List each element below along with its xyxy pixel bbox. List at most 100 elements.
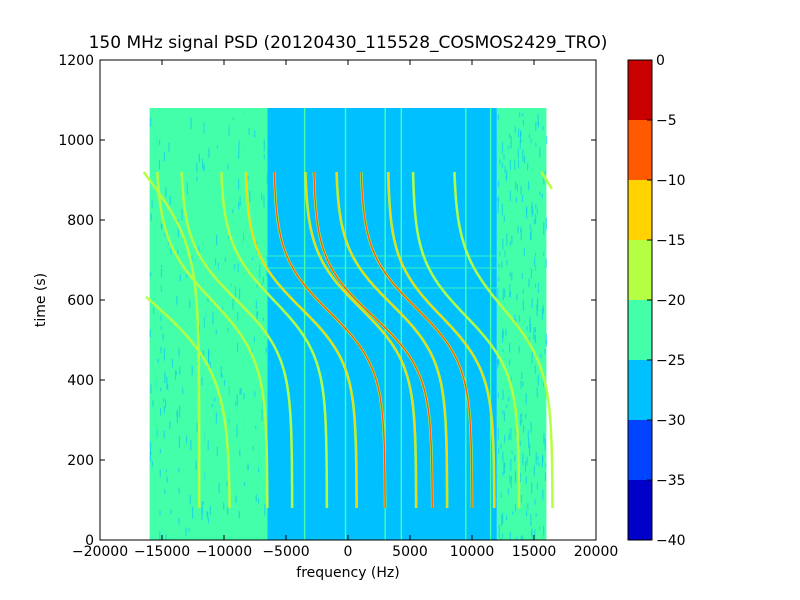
noise-speckle: [185, 435, 188, 444]
noise-speckle: [519, 440, 521, 446]
noise-speckle: [501, 162, 504, 168]
noise-speckle: [506, 170, 508, 179]
noise-speckle: [523, 247, 525, 257]
noise-speckle: [243, 392, 245, 400]
noise-speckle: [215, 329, 217, 335]
noise-speckle: [160, 326, 162, 330]
noise-speckle: [529, 316, 531, 322]
noise-speckle: [511, 272, 513, 281]
noise-speckle: [261, 408, 263, 421]
chart-title: 150 MHz signal PSD (20120430_115528_COSM…: [89, 33, 608, 53]
noise-speckle: [522, 149, 524, 162]
noise-speckle: [545, 135, 548, 144]
noise-speckle: [168, 142, 170, 152]
noise-speckle: [217, 262, 220, 271]
noise-speckle: [237, 312, 239, 321]
noise-speckle: [208, 148, 210, 159]
noise-speckle: [526, 510, 528, 517]
noise-speckle: [515, 196, 518, 203]
noise-speckle: [261, 282, 263, 288]
noise-speckle: [223, 502, 225, 510]
noise-speckle: [255, 425, 257, 429]
y-tick-label: 400: [67, 373, 94, 389]
noise-speckle: [543, 252, 545, 256]
noise-speckle: [251, 349, 253, 354]
noise-speckle: [505, 328, 507, 336]
x-tick-label: 5000: [392, 544, 428, 560]
colorbar-tick-label: −25: [656, 353, 686, 369]
noise-speckle: [500, 492, 502, 498]
noise-speckle: [542, 126, 544, 131]
noise-speckle: [534, 326, 537, 333]
noise-speckle: [526, 456, 528, 466]
noise-speckle: [191, 255, 193, 265]
noise-speckle: [255, 300, 257, 309]
noise-speckle: [536, 387, 538, 397]
noise-speckle: [266, 265, 268, 277]
noise-speckle: [198, 153, 200, 163]
noise-speckle: [522, 119, 524, 126]
edge-region: [496, 108, 547, 540]
noise-speckle: [529, 231, 532, 240]
noise-speckle: [203, 166, 206, 171]
noise-speckle: [177, 249, 179, 255]
noise-speckle: [208, 348, 210, 358]
noise-speckle: [176, 295, 178, 305]
noise-speckle: [503, 461, 505, 473]
noise-speckle: [500, 444, 502, 449]
noise-speckle: [537, 374, 539, 386]
noise-speckle: [161, 223, 163, 230]
noise-speckle: [507, 146, 510, 150]
noise-speckle: [263, 139, 265, 152]
noise-speckle: [503, 154, 505, 160]
noise-speckle: [525, 475, 527, 484]
noise-speckle: [519, 112, 521, 117]
noise-speckle: [516, 184, 519, 192]
noise-speckle: [218, 483, 220, 494]
noise-speckle: [502, 512, 504, 524]
noise-speckle: [201, 158, 204, 170]
noise-speckle: [531, 206, 534, 217]
noise-speckle: [265, 347, 267, 353]
noise-speckle: [536, 483, 538, 490]
noise-speckle: [510, 135, 512, 149]
noise-speckle: [507, 396, 510, 402]
noise-speckle: [159, 530, 161, 540]
noise-speckle: [515, 429, 517, 436]
noise-speckle: [543, 172, 545, 185]
colorbar-level: [628, 480, 652, 540]
noise-speckle: [517, 148, 519, 159]
noise-speckle: [529, 320, 531, 333]
noise-speckle: [514, 503, 517, 511]
noise-speckle: [514, 181, 517, 190]
noise-speckle: [520, 495, 523, 503]
noise-speckle: [520, 229, 522, 241]
noise-speckle: [167, 384, 169, 390]
colorbar-tick-label: 0: [656, 53, 665, 69]
noise-speckle: [178, 348, 180, 357]
noise-speckle: [169, 538, 171, 540]
noise-speckle: [236, 424, 238, 438]
noise-speckle: [527, 430, 529, 438]
noise-speckle: [247, 462, 249, 470]
noise-speckle: [179, 274, 181, 282]
noise-speckle: [544, 438, 546, 451]
noise-speckle: [508, 433, 510, 441]
y-tick-label: 800: [67, 213, 94, 229]
noise-speckle: [240, 388, 242, 395]
colorbar-tick-label: −30: [656, 413, 686, 429]
noise-speckle: [544, 170, 547, 174]
noise-speckle: [207, 517, 209, 524]
noise-speckle: [502, 328, 504, 339]
noise-speckle: [214, 258, 217, 266]
noise-speckle: [202, 501, 204, 505]
noise-speckle: [208, 358, 210, 365]
noise-speckle: [179, 366, 181, 375]
x-tick-label: 10000: [450, 544, 495, 560]
x-tick-label: 0: [344, 544, 353, 560]
noise-speckle: [189, 494, 191, 505]
noise-speckle: [264, 504, 266, 516]
noise-speckle: [227, 164, 229, 170]
doppler-trace: [273, 171, 386, 508]
